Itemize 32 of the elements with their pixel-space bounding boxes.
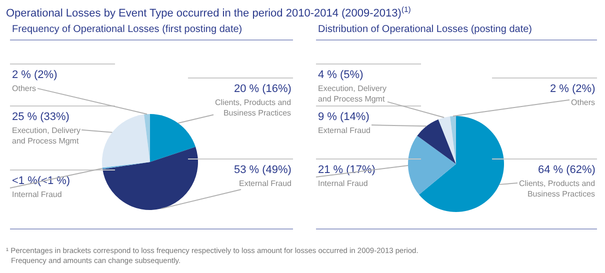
data-label: 9 % (14%) bbox=[318, 111, 370, 123]
chart-title: Operational Losses by Event Type occurred in the period 2010-2014 (2009-2013)$^{(1)}$ bbox=[6, 5, 412, 20]
slice-label: Execution, Delivery and Process Mgmt bbox=[12, 126, 80, 146]
chart-title: Distribution of Operational Losses (posting date) bbox=[318, 24, 532, 35]
pie-slice bbox=[417, 119, 456, 164]
pie-slice bbox=[102, 114, 150, 168]
pie-slice bbox=[150, 114, 196, 162]
data-label: 20 % (16%) bbox=[234, 83, 292, 95]
chart-subtitle: Frequency of Operational Losses (first posting date) bbox=[12, 24, 242, 35]
data-label: 53 % (49%) bbox=[234, 164, 292, 176]
pie-slice bbox=[419, 116, 504, 212]
data-label: 2 % (2%) bbox=[12, 69, 58, 81]
slice-label: Clients, Products and Business Practices bbox=[519, 179, 596, 198]
pie-slice bbox=[408, 136, 456, 195]
data-label: 4 % (5%) bbox=[318, 69, 364, 81]
data-label: 2 % (2%) bbox=[550, 83, 596, 95]
slice-label: Internal Fraud bbox=[318, 179, 368, 188]
slice-label: Internal Fraud bbox=[12, 190, 62, 199]
data-label: 25 % (33%) bbox=[12, 111, 70, 123]
pie-slice bbox=[102, 146, 198, 210]
slice-label: External Fraud bbox=[239, 179, 292, 188]
slice-label: External Fraud bbox=[318, 126, 370, 135]
slice-label: Clients, Products and Business Practices bbox=[215, 98, 292, 118]
slice-label: Others bbox=[571, 98, 596, 107]
pie-slice bbox=[438, 116, 456, 164]
slice-label: Others bbox=[12, 84, 36, 93]
pie-slice bbox=[450, 116, 456, 164]
pie-slice bbox=[144, 114, 150, 162]
data-label: 64 % (62%) bbox=[538, 164, 596, 176]
data-label: <1 %(<1 %) bbox=[12, 175, 70, 187]
slice-label: Execution, Delivery and Process Mgmt bbox=[318, 84, 386, 104]
pie-slice bbox=[102, 162, 150, 170]
